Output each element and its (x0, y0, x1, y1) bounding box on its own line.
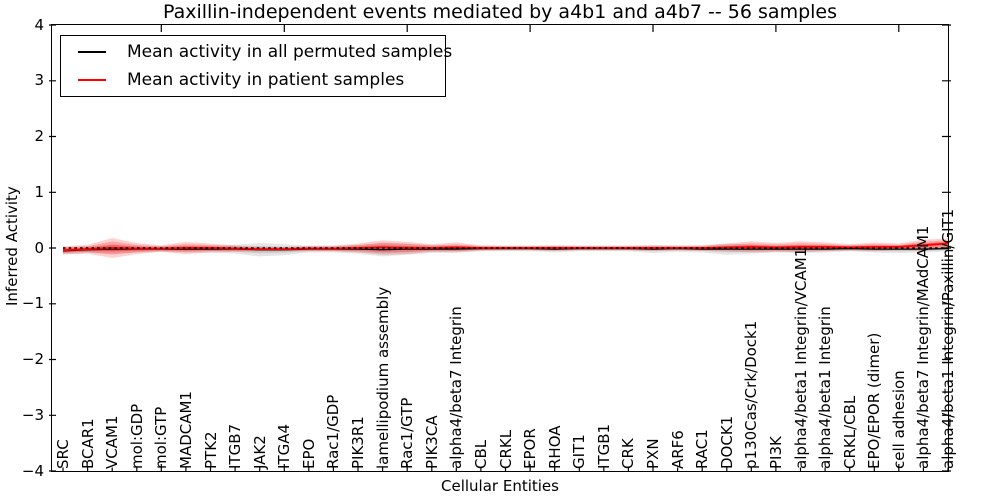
x-axis-label: Cellular Entities (441, 477, 559, 495)
x-tick-label: Rac1/GDP (324, 394, 343, 469)
y-tick-label: −4 (21, 461, 44, 480)
x-tick-label: p130Cas/Crk/Dock1 (742, 320, 761, 469)
x-tick-label: GIT1 (570, 434, 589, 469)
x-tick-label: EPO (299, 438, 318, 469)
x-tick-label: ITGB1 (594, 423, 613, 469)
x-tick-label: CRK (619, 438, 638, 469)
y-tick-label: 4 (34, 15, 44, 34)
legend-line-patient-icon (78, 79, 106, 81)
y-tick-label: 2 (34, 127, 44, 145)
y-tick-label: 3 (34, 71, 44, 90)
x-tick-label: EPO/EPOR (dimer) (865, 332, 884, 469)
x-tick-label: ITGA4 (275, 423, 294, 469)
permuted-band-outer (63, 243, 948, 257)
legend-entry-patient: Mean activity in patient samples (61, 66, 445, 94)
x-tick-label: ARF6 (668, 430, 687, 469)
x-tick-label: alpha4/beta1 Integrin (816, 306, 835, 469)
axis-ticks (49, 24, 951, 472)
x-tick-label: PXN (644, 438, 662, 469)
x-tick-label: BCAR1 (78, 418, 97, 469)
x-tick-label: PTK2 (201, 431, 220, 469)
x-tick-label: PIK3R1 (349, 416, 367, 469)
x-tick-label: lamellipodium assembly (373, 286, 392, 469)
x-tick-label: alpha4/beta7 Integrin/MAdCAM1 (914, 225, 933, 469)
y-tick-label: 0 (34, 238, 44, 257)
x-tick-label: alpha4/beta1 Integrin/VCAM1 (791, 247, 810, 469)
x-tick-label: PI3K (766, 436, 785, 469)
x-tick-label: JAK2 (250, 435, 269, 469)
legend-label-patient: Mean activity in patient samples (127, 70, 405, 90)
x-tick-label: CRKL (496, 429, 515, 469)
y-tick-label: −2 (21, 350, 44, 368)
x-tick-label: PIK3CA (422, 415, 441, 469)
x-tick-label: mol:GTP (152, 406, 171, 469)
x-tick-label: RHOA (545, 425, 564, 469)
plot-area (49, 24, 951, 472)
legend-label-permuted: Mean activity in all permuted samples (127, 42, 453, 62)
legend-entry-permuted: Mean activity in all permuted samples (61, 38, 452, 66)
x-tick-label: CRKL/CBL (840, 395, 859, 469)
patient-mean-line (62, 242, 949, 252)
x-tick-label: DOCK1 (717, 415, 736, 469)
x-tick-label: SRC (54, 439, 72, 469)
x-tick-label: Rac1/GTP (398, 397, 417, 469)
y-tick-label: 1 (34, 182, 44, 201)
x-tick-label: MADCAM1 (176, 391, 195, 469)
legend: Mean activity in all permuted samples Me… (60, 35, 452, 97)
x-tick-label: EPOR (521, 428, 540, 469)
legend-line-permuted-icon (78, 51, 106, 53)
x-tick-label: mol:GDP (127, 403, 146, 469)
y-tick-label: −3 (21, 405, 44, 424)
x-tick-label: VCAM1 (103, 415, 122, 469)
x-tick-label: CBL (471, 439, 490, 469)
x-tick-label: alpha4/beta7 Integrin (447, 306, 466, 469)
x-tick-label: RAC1 (693, 429, 712, 469)
chart-title: Paxillin-independent events mediated by … (162, 1, 838, 23)
y-tick-label: −1 (21, 294, 44, 313)
x-tick-label: ITGB7 (226, 423, 245, 469)
x-tick-label: alpha4/beta1 Integrin/Paxillin/GIT1 (939, 208, 957, 469)
x-tick-label: cell adhesion (889, 370, 908, 469)
plot-area-svg (49, 24, 951, 472)
